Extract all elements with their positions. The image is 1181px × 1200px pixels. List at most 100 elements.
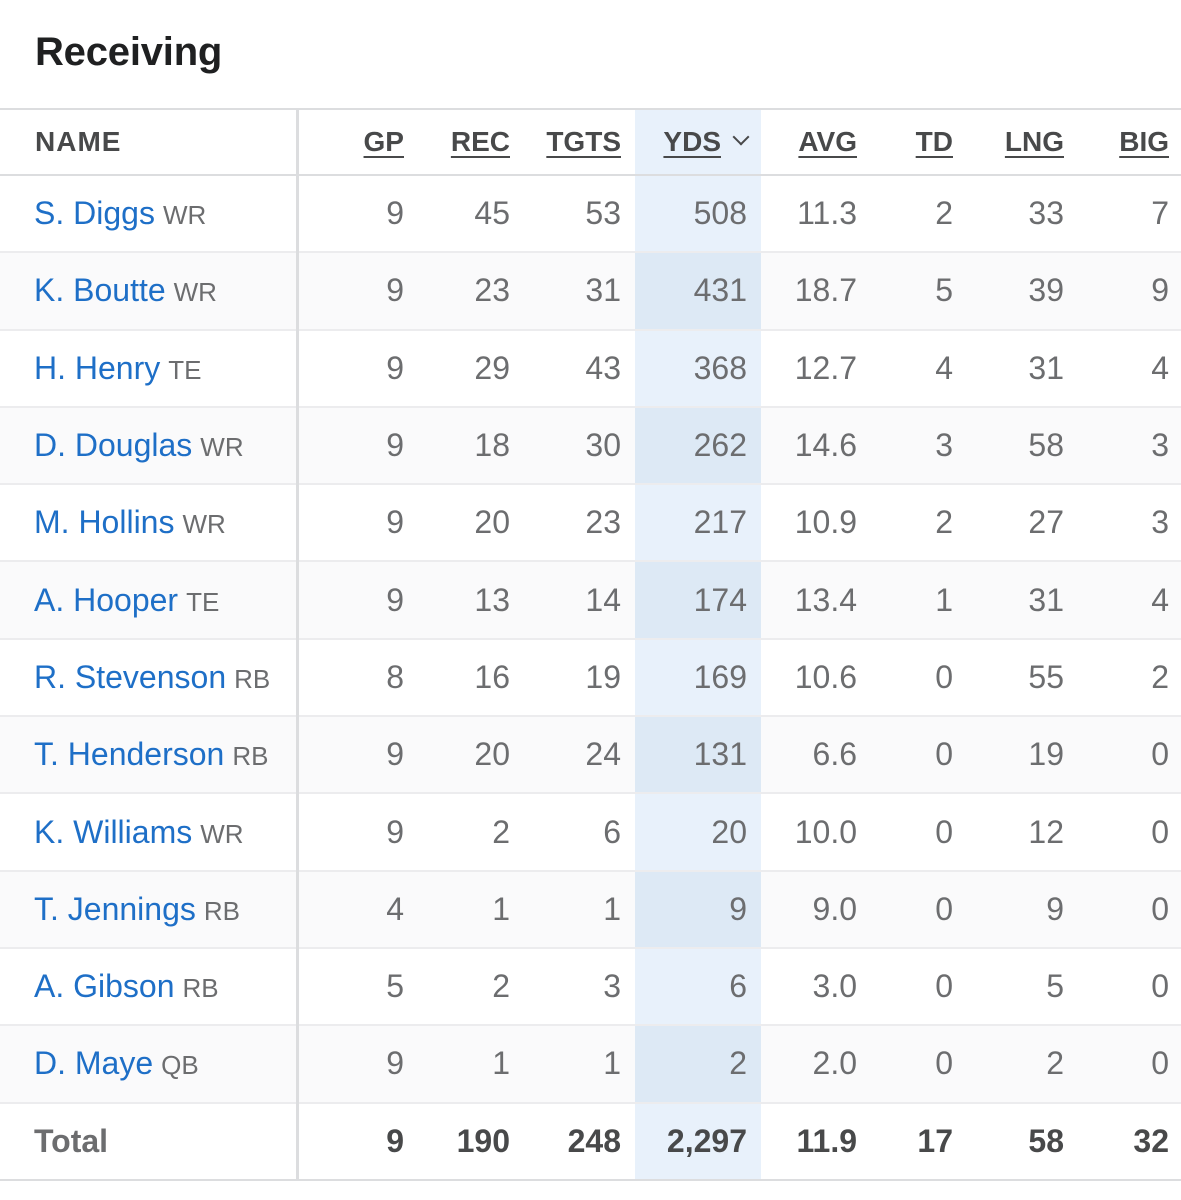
player-name-link[interactable]: K. Boutte (34, 272, 166, 309)
stat-cell-avg: 14.6 (761, 406, 871, 486)
stat-cell-rec: 13 (418, 561, 524, 640)
table-row: R. Stevenson RB 8 16 19 169 10.6 0 55 2 (0, 638, 1181, 718)
column-header-rec-label[interactable]: REC (450, 126, 510, 157)
player-cell: K. Boutte WR (0, 252, 299, 331)
column-header-lng-label[interactable]: LNG (1004, 126, 1064, 157)
stat-cell-lng: 19 (967, 716, 1078, 795)
stat-cell-lng: 33 (967, 175, 1078, 254)
stat-cell-tgts: 53 (524, 175, 635, 254)
stat-cell-tgts: 19 (524, 638, 635, 718)
stat-cell-gp: 9 (297, 1025, 418, 1104)
table-row: A. Hooper TE 9 13 14 174 13.4 1 31 4 (0, 561, 1181, 640)
stat-cell-rec: 20 (418, 484, 524, 563)
player-position: RB (234, 663, 271, 694)
stat-cell-td: 4 (871, 329, 967, 408)
player-cell: D. Maye QB (0, 1025, 299, 1104)
stat-cell-rec: 29 (418, 329, 524, 408)
column-header-avg-label[interactable]: AVG (798, 126, 857, 157)
column-header-rec[interactable]: REC (418, 108, 524, 176)
stat-cell-gp: 9 (297, 175, 418, 254)
stat-cell-yds: 262 (635, 406, 761, 486)
stat-cell-td: 0 (871, 716, 967, 795)
stat-cell-lng: 39 (967, 252, 1078, 331)
stat-cell-td: 2 (871, 484, 967, 563)
column-header-gp-label[interactable]: GP (363, 126, 404, 157)
stat-cell-rec: 2 (418, 793, 524, 872)
stat-cell-tgts: 14 (524, 561, 635, 640)
stat-cell-avg: 2.0 (761, 1025, 871, 1104)
stat-cell-big: 0 (1078, 793, 1181, 872)
column-header-yds[interactable]: YDS (635, 108, 761, 176)
player-name-link[interactable]: M. Hollins (34, 504, 175, 541)
stat-cell-rec: 2 (418, 947, 524, 1027)
total-cell-avg: 11.9 (761, 1102, 871, 1181)
column-header-big[interactable]: BIG (1078, 108, 1181, 176)
stat-cell-rec: 20 (418, 716, 524, 795)
stat-cell-big: 7 (1078, 175, 1181, 254)
stat-cell-lng: 12 (967, 793, 1078, 872)
table-row: T. Henderson RB 9 20 24 131 6.6 0 19 0 (0, 716, 1181, 795)
stat-cell-tgts: 43 (524, 329, 635, 408)
table-row: S. Diggs WR 9 45 53 508 11.3 2 33 7 (0, 175, 1181, 254)
stat-cell-td: 0 (871, 793, 967, 872)
stat-cell-gp: 9 (297, 793, 418, 872)
table-row: A. Gibson RB 5 2 3 6 3.0 0 5 0 (0, 947, 1181, 1027)
stat-cell-yds: 368 (635, 329, 761, 408)
column-header-tgts[interactable]: TGTS (524, 108, 635, 176)
player-name-link[interactable]: T. Jennings (34, 890, 196, 927)
player-cell: D. Douglas WR (0, 406, 299, 486)
player-position: WR (173, 277, 217, 308)
stat-cell-rec: 18 (418, 406, 524, 486)
player-name-link[interactable]: T. Henderson (34, 736, 225, 773)
stat-cell-yds: 174 (635, 561, 761, 640)
stat-cell-rec: 1 (418, 1025, 524, 1104)
player-position: RB (182, 973, 219, 1004)
stat-cell-tgts: 31 (524, 252, 635, 331)
column-header-big-label[interactable]: BIG (1119, 126, 1169, 157)
table-body: S. Diggs WR 9 45 53 508 11.3 2 33 7 K. Boutte WR 9 23… (0, 175, 1181, 1181)
stat-cell-lng: 58 (967, 406, 1078, 486)
column-header-avg[interactable]: AVG (761, 108, 871, 176)
column-header-td-label[interactable]: TD (915, 126, 953, 157)
stat-cell-tgts: 30 (524, 406, 635, 486)
player-cell: A. Hooper TE (0, 561, 299, 640)
stat-cell-avg: 9.0 (761, 870, 871, 949)
total-cell-rec: 190 (418, 1102, 524, 1181)
player-name-link[interactable]: H. Henry (34, 349, 161, 386)
total-cell-tgts: 248 (524, 1102, 635, 1181)
total-label: Total (0, 1102, 299, 1181)
column-header-yds-label[interactable]: YDS (663, 126, 721, 157)
stat-cell-lng: 55 (967, 638, 1078, 718)
chevron-down-icon[interactable] (732, 128, 750, 146)
stat-cell-rec: 45 (418, 175, 524, 254)
stat-cell-gp: 9 (297, 716, 418, 795)
stat-cell-big: 9 (1078, 252, 1181, 331)
player-name-link[interactable]: A. Gibson (34, 968, 175, 1005)
player-name-link[interactable]: R. Stevenson (34, 658, 227, 695)
column-header-lng[interactable]: LNG (967, 108, 1078, 176)
total-cell-big: 32 (1078, 1102, 1181, 1181)
column-header-gp[interactable]: GP (297, 108, 418, 176)
player-cell: T. Jennings RB (0, 870, 299, 949)
column-header-td[interactable]: TD (871, 108, 967, 176)
stat-cell-gp: 9 (297, 484, 418, 563)
player-name-link[interactable]: D. Maye (34, 1045, 154, 1082)
column-header-tgts-label[interactable]: TGTS (546, 126, 621, 157)
stat-cell-td: 2 (871, 175, 967, 254)
stat-cell-tgts: 3 (524, 947, 635, 1027)
player-cell: R. Stevenson RB (0, 638, 299, 718)
stat-cell-avg: 18.7 (761, 252, 871, 331)
stat-cell-lng: 31 (967, 561, 1078, 640)
stat-cell-td: 0 (871, 870, 967, 949)
player-name-link[interactable]: S. Diggs (34, 195, 155, 232)
player-name-link[interactable]: D. Douglas (34, 427, 193, 464)
table-row: M. Hollins WR 9 20 23 217 10.9 2 27 3 (0, 484, 1181, 563)
player-name-link[interactable]: K. Williams (34, 813, 193, 850)
stat-cell-yds: 2 (635, 1025, 761, 1104)
total-cell-lng: 58 (967, 1102, 1078, 1181)
stat-cell-avg: 13.4 (761, 561, 871, 640)
player-name-link[interactable]: A. Hooper (34, 581, 179, 618)
player-cell: M. Hollins WR (0, 484, 299, 563)
player-position: TE (186, 586, 220, 617)
total-cell-yds: 2,297 (635, 1102, 761, 1181)
